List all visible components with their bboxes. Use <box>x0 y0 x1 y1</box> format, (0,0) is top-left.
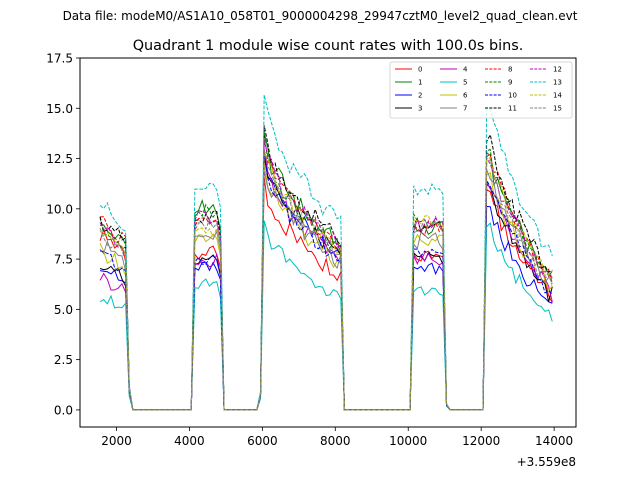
x-tick-label: 2000 <box>101 434 132 448</box>
legend-label: 12 <box>553 66 562 74</box>
legend-label: 13 <box>553 79 562 87</box>
x-tick-label: 10000 <box>389 434 427 448</box>
plot-frame <box>79 57 577 428</box>
legend-label: 11 <box>508 105 517 113</box>
series-line-15 <box>99 149 553 411</box>
y-tick-label: 15.0 <box>46 102 73 116</box>
x-tick-label: 6000 <box>247 434 278 448</box>
legend-label: 15 <box>553 105 562 113</box>
legend-label: 1 <box>418 79 422 87</box>
legend-box <box>389 61 573 119</box>
y-tick-label: 2.5 <box>54 353 73 367</box>
x-axis: 2000 4000 6000 8000 10000 12000 14000 <box>101 427 573 448</box>
x-tick-label: 12000 <box>462 434 500 448</box>
y-tick-label: 0.0 <box>54 403 73 417</box>
legend-label: 9 <box>508 79 512 87</box>
y-tick-label: 17.5 <box>46 52 73 66</box>
legend-label: 5 <box>463 79 467 87</box>
y-tick-label: 5.0 <box>54 303 73 317</box>
x-tick-label: 4000 <box>174 434 205 448</box>
legend-label: 8 <box>508 66 512 74</box>
legend-label: 10 <box>508 92 517 100</box>
series-line-14 <box>99 152 553 411</box>
x-tick-label: 8000 <box>320 434 351 448</box>
x-offset-label: +3.559e8 <box>517 455 576 469</box>
y-axis: 0.0 2.5 5.0 7.5 10.0 12.5 15.0 17.5 <box>46 52 80 417</box>
legend-label: 7 <box>463 105 467 113</box>
chart-title: Quadrant 1 module wise count rates with … <box>133 38 524 54</box>
legend-label: 6 <box>463 92 468 100</box>
legend-label: 3 <box>418 105 422 113</box>
legend-label: 14 <box>553 92 562 100</box>
y-tick-label: 7.5 <box>54 253 73 267</box>
x-tick-label: 14000 <box>535 434 573 448</box>
plot-area <box>99 94 553 411</box>
y-tick-label: 10.0 <box>46 202 73 216</box>
legend-label: 2 <box>418 92 422 100</box>
suptitle: Data file: modeM0/AS1A10_058T01_90000042… <box>63 9 578 23</box>
y-tick-label: 12.5 <box>46 152 73 166</box>
legend-label: 0 <box>418 66 422 74</box>
legend-label: 4 <box>463 66 468 74</box>
